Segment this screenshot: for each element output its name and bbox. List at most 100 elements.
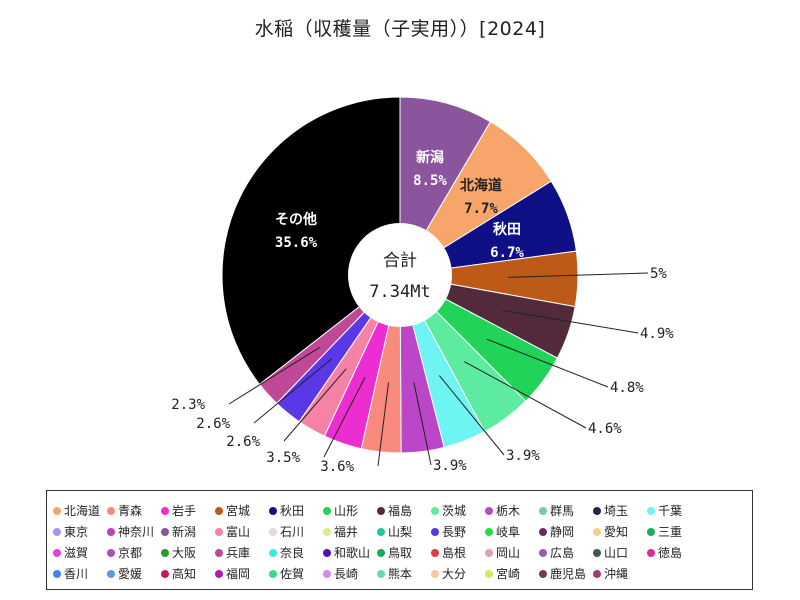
legend-swatch: [215, 569, 223, 578]
legend-swatch: [485, 527, 493, 536]
legend-label: 新潟: [172, 525, 197, 539]
legend-swatch: [539, 548, 547, 557]
legend-swatch: [539, 527, 547, 536]
legend-label: 長崎: [334, 567, 359, 581]
legend-label: 東京: [64, 525, 89, 539]
legend-swatch: [215, 527, 223, 536]
slice-percent-label: 2.3%: [171, 397, 205, 413]
legend-item: 徳島: [647, 542, 701, 563]
center-total-label: 合計: [383, 251, 417, 271]
legend-label: 沖縄: [604, 567, 629, 581]
legend-swatch: [269, 506, 277, 515]
legend-label: 和歌山: [334, 546, 371, 560]
legend-item: 広島: [539, 542, 593, 563]
legend-item: 岡山: [485, 542, 539, 563]
legend-swatch: [377, 527, 385, 536]
legend-label: 青森: [118, 504, 143, 518]
legend-swatch: [107, 506, 115, 515]
legend-label: 香川: [64, 567, 89, 581]
legend-swatch: [539, 506, 547, 515]
leader-line: [377, 382, 390, 467]
center-total-value: 7.34Mt: [369, 282, 430, 302]
legend-item: 高知: [161, 563, 215, 584]
legend-swatch: [215, 548, 223, 557]
legend-swatch: [647, 506, 655, 515]
legend-label: 千葉: [658, 504, 683, 518]
legend-item: 香川: [53, 563, 107, 584]
legend-item: 島根: [431, 542, 485, 563]
legend-item: 石川: [269, 521, 323, 542]
legend-swatch: [53, 548, 61, 557]
legend-item: 栃木: [485, 500, 539, 521]
legend-item: 熊本: [377, 563, 431, 584]
legend-item: 新潟: [161, 521, 215, 542]
slice-percent-label: 8.5%: [413, 173, 447, 189]
slice-percent-label: 4.6%: [588, 421, 622, 437]
legend: 北海道 青森 岩手 宮城 秋田 山形 福島 茨城 栃木 群馬 埼玉 千葉 東京 神奈川 新潟 富山 石川 福井 山梨…: [46, 490, 753, 590]
legend-item: 奈良: [269, 542, 323, 563]
legend-item: 東京: [53, 521, 107, 542]
legend-swatch: [431, 527, 439, 536]
slice-percent-label: 7.7%: [464, 201, 498, 217]
pie-labels: 新潟 8.5% 北海道 7.7% 秋田 6.7% 5% 4.9% 4.8% 4.6% 3.9% 3.9…: [171, 149, 674, 475]
leader-line: [438, 375, 505, 456]
legend-label: 鹿児島: [550, 567, 587, 581]
legend-swatch: [593, 506, 601, 515]
legend-swatch: [593, 569, 601, 578]
legend-label: 兵庫: [226, 546, 251, 560]
slice-name-label: 秋田: [493, 221, 521, 238]
leader-line: [323, 376, 366, 458]
legend-item: 滋賀: [53, 542, 107, 563]
legend-label: 岡山: [496, 546, 521, 560]
legend-label: 宮崎: [496, 567, 521, 581]
legend-item: 三重: [647, 521, 701, 542]
legend-swatch: [485, 569, 493, 578]
legend-swatch: [647, 527, 655, 536]
leader-line: [507, 272, 649, 278]
legend-swatch: [431, 548, 439, 557]
legend-swatch: [269, 527, 277, 536]
slice-percent-label: 5%: [650, 266, 667, 282]
legend-item: 沖縄: [593, 563, 647, 584]
legend-label: 茨城: [442, 504, 467, 518]
legend-label: 群馬: [550, 504, 575, 518]
legend-label: 大分: [442, 567, 467, 581]
legend-swatch: [323, 548, 331, 557]
slice-percent-label: 3.5%: [266, 450, 300, 466]
legend-swatch: [431, 569, 439, 578]
legend-swatch: [107, 548, 115, 557]
legend-item: 山口: [593, 542, 647, 563]
legend-item: 愛知: [593, 521, 647, 542]
legend-label: 滋賀: [64, 546, 89, 560]
slice-percent-label: 6.7%: [490, 245, 524, 261]
legend-swatch: [377, 506, 385, 515]
legend-item: 福島: [377, 500, 431, 521]
legend-item: 和歌山: [323, 542, 377, 563]
legend-item: 長野: [431, 521, 485, 542]
legend-swatch: [107, 527, 115, 536]
legend-label: 奈良: [280, 546, 305, 560]
legend-swatch: [323, 506, 331, 515]
leader-line: [486, 338, 609, 388]
legend-label: 岐阜: [496, 525, 521, 539]
legend-label: 福井: [334, 525, 359, 539]
legend-item: 佐賀: [269, 563, 323, 584]
legend-swatch: [269, 569, 277, 578]
legend-label: 埼玉: [604, 504, 629, 518]
legend-swatch: [161, 548, 169, 557]
leader-line: [283, 368, 347, 442]
legend-item: 千葉: [647, 500, 701, 521]
legend-swatch: [377, 548, 385, 557]
legend-swatch: [593, 527, 601, 536]
slice-percent-label: 3.9%: [506, 448, 540, 464]
legend-swatch: [377, 569, 385, 578]
legend-label: 山梨: [388, 525, 413, 539]
legend-label: 栃木: [496, 504, 521, 518]
legend-label: 秋田: [280, 504, 305, 518]
legend-item: 宮崎: [485, 563, 539, 584]
legend-item: 群馬: [539, 500, 593, 521]
legend-label: 富山: [226, 525, 251, 539]
legend-label: 石川: [280, 525, 305, 539]
legend-label: 山形: [334, 504, 359, 518]
